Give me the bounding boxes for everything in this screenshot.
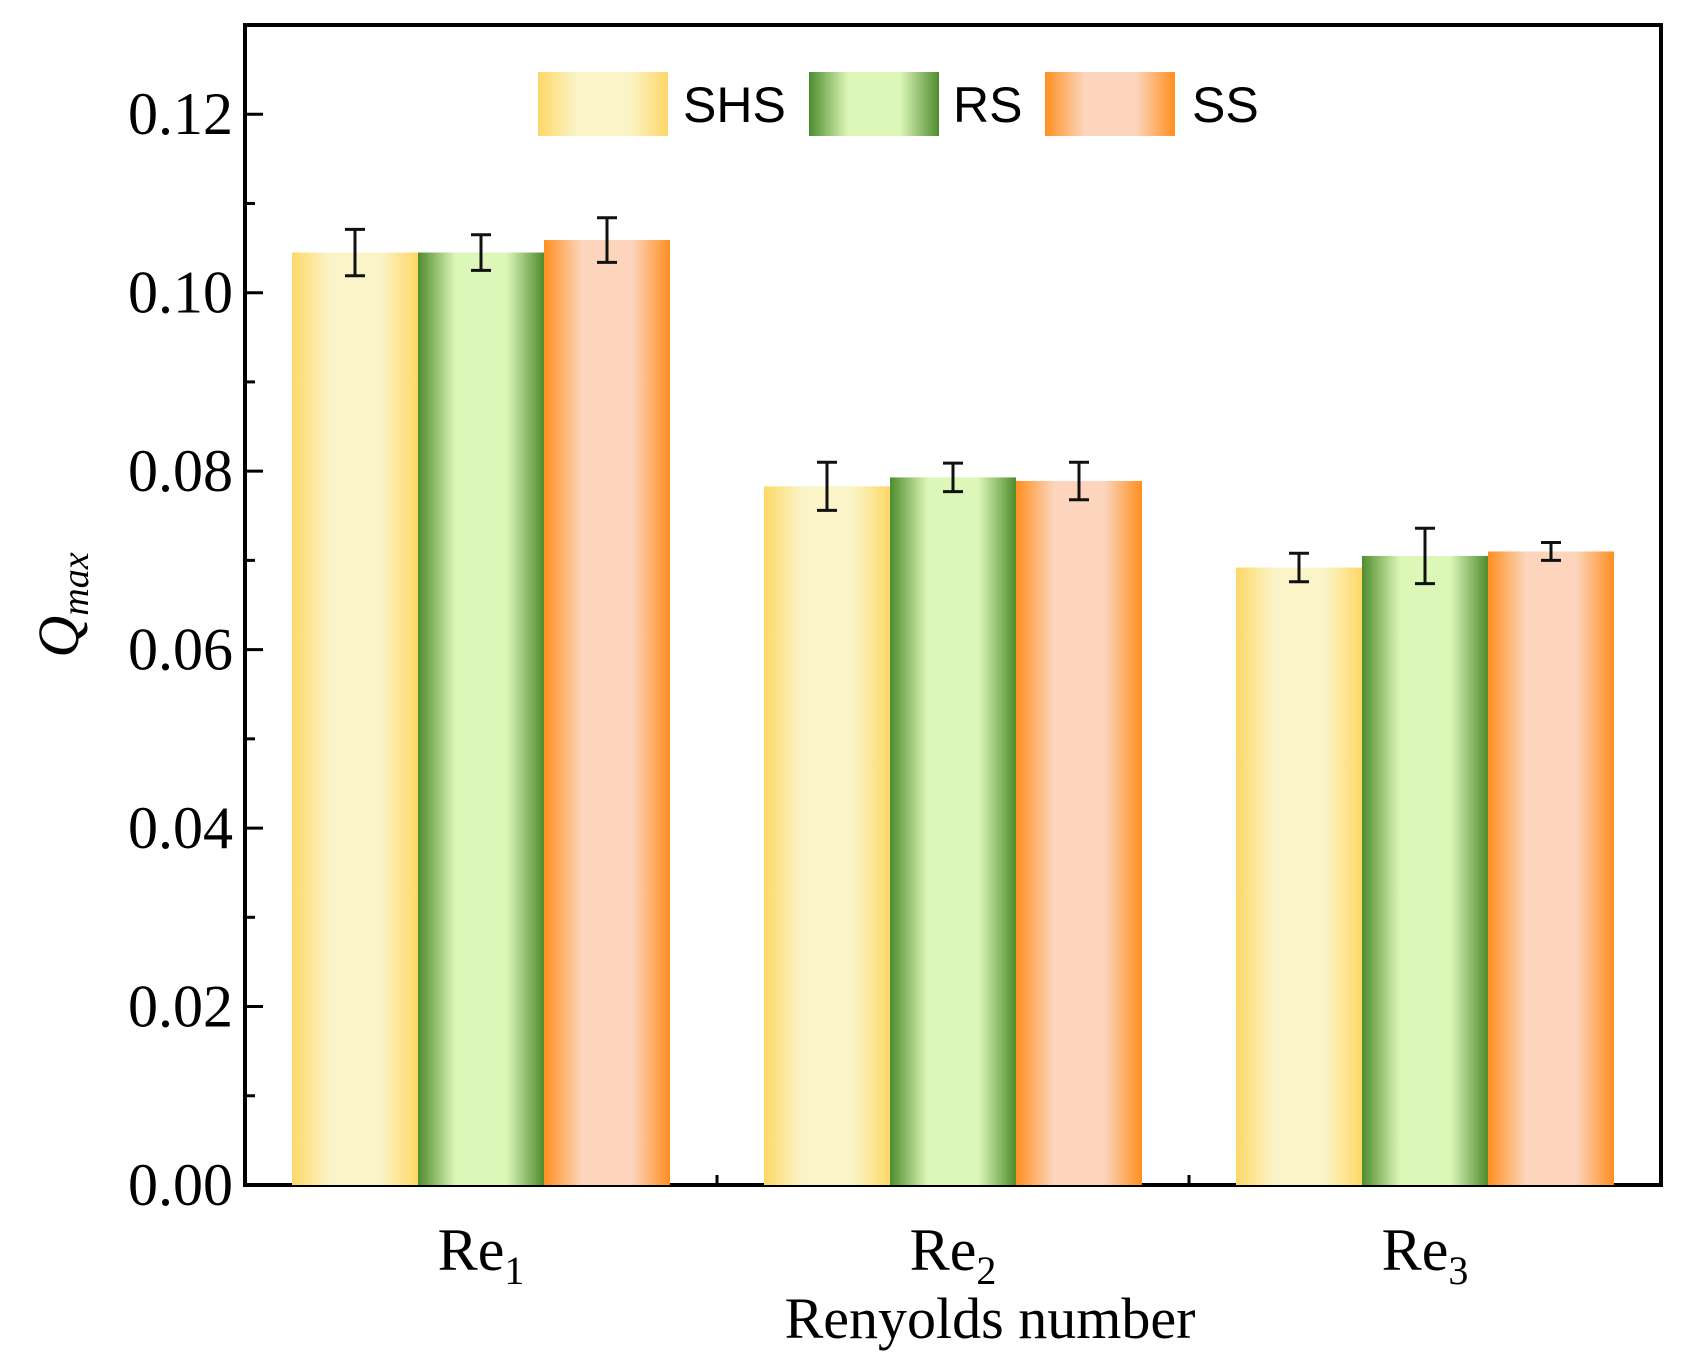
y-tick-label: 0.12 (128, 81, 233, 147)
bar-ss (1488, 551, 1614, 1185)
legend-swatch-shs (538, 72, 668, 136)
y-tick-label: 0.08 (128, 438, 233, 504)
bar-shs (1236, 567, 1362, 1185)
y-axis: 0.00 0.02 0.04 0.06 0.08 0.10 0.12 (128, 81, 263, 1218)
error-bars-group (345, 216, 1561, 586)
legend-swatch-rs (809, 72, 939, 136)
bar-rs (890, 477, 1016, 1185)
x-tick-label: Re2 (910, 1217, 997, 1293)
x-tick-label-subscript: 2 (976, 1248, 996, 1293)
legend: SHS RS SS (538, 72, 1259, 136)
x-tick-label-subscript: 1 (504, 1248, 524, 1293)
x-tick-label-base: Re (438, 1217, 505, 1283)
y-tick-label: 0.02 (128, 974, 233, 1040)
x-tick-label-base: Re (1382, 1217, 1449, 1283)
x-axis: Re1 Re2 Re3 (438, 1167, 1469, 1293)
x-tick-label: Re1 (438, 1217, 525, 1293)
bar-shs (764, 486, 890, 1185)
bar-rs (1362, 555, 1488, 1185)
legend-label-shs: SHS (683, 77, 786, 133)
y-axis-title: Qmax (26, 552, 97, 657)
bars-group (292, 240, 1614, 1186)
y-tick-label: 0.04 (128, 795, 233, 861)
x-tick-label-base: Re (910, 1217, 977, 1283)
x-tick-label: Re3 (1382, 1217, 1469, 1293)
bar-shs (292, 252, 418, 1186)
y-axis-title-subscript: max (55, 552, 97, 615)
y-tick-label: 0.10 (128, 260, 233, 326)
bar-rs (418, 252, 544, 1186)
y-axis-title-base: Q (26, 616, 91, 658)
legend-label-ss: SS (1192, 77, 1259, 133)
bar-ss (1016, 480, 1142, 1185)
legend-swatch-ss (1045, 72, 1175, 136)
bar-ss (544, 240, 670, 1186)
x-tick-label-subscript: 3 (1448, 1248, 1468, 1293)
x-axis-title: Renyolds number (785, 1286, 1196, 1351)
legend-label-rs: RS (953, 77, 1022, 133)
y-tick-label: 0.00 (128, 1152, 233, 1218)
y-tick-label: 0.06 (128, 617, 233, 683)
